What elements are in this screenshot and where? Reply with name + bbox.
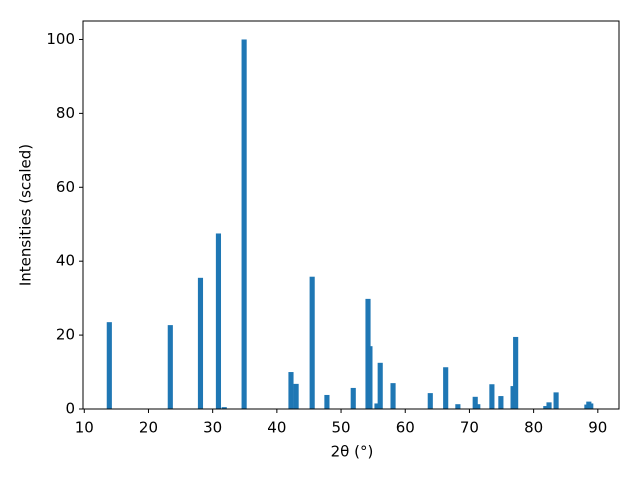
bar: [443, 367, 449, 409]
bar: [367, 346, 373, 409]
bar: [288, 372, 294, 409]
bar: [167, 325, 173, 409]
bar: [427, 393, 433, 409]
bar: [455, 404, 461, 409]
bar: [241, 39, 247, 409]
bar: [588, 403, 594, 409]
bar: [489, 384, 495, 409]
bar: [498, 396, 504, 409]
y-tick-label: 0: [65, 400, 75, 418]
bar: [293, 383, 299, 409]
bar: [309, 276, 315, 409]
bar: [350, 387, 356, 409]
bar: [546, 402, 552, 409]
bar: [106, 322, 112, 409]
x-axis-label: 2θ (°): [331, 443, 374, 461]
y-tick-label: 80: [56, 104, 75, 122]
bar: [543, 406, 549, 409]
bar: [215, 233, 222, 409]
y-tick-label: 20: [56, 326, 75, 344]
bar: [553, 392, 559, 409]
x-tick-label: 10: [75, 419, 94, 437]
plot-frame: [82, 20, 620, 410]
bar: [324, 394, 330, 409]
y-tick-label: 100: [46, 30, 75, 48]
y-tick-label: 40: [56, 252, 75, 270]
y-axis-label: Intensities (scaled): [17, 144, 35, 286]
x-tick-label: 20: [139, 419, 158, 437]
x-tick-label: 90: [588, 419, 607, 437]
x-tick-label: 60: [396, 419, 415, 437]
x-tick-label: 80: [524, 419, 543, 437]
x-tick-label: 70: [460, 419, 479, 437]
x-tick-label: 50: [332, 419, 351, 437]
bar: [472, 396, 478, 409]
x-tick-label: 30: [203, 419, 222, 437]
y-tick-label: 60: [56, 178, 75, 196]
bar: [197, 277, 204, 409]
x-tick-label: 40: [267, 419, 286, 437]
bar: [221, 407, 227, 409]
bar: [377, 362, 383, 409]
bar: [390, 383, 396, 409]
bar: [475, 404, 481, 409]
bar: [513, 336, 519, 409]
bar: [374, 403, 380, 409]
